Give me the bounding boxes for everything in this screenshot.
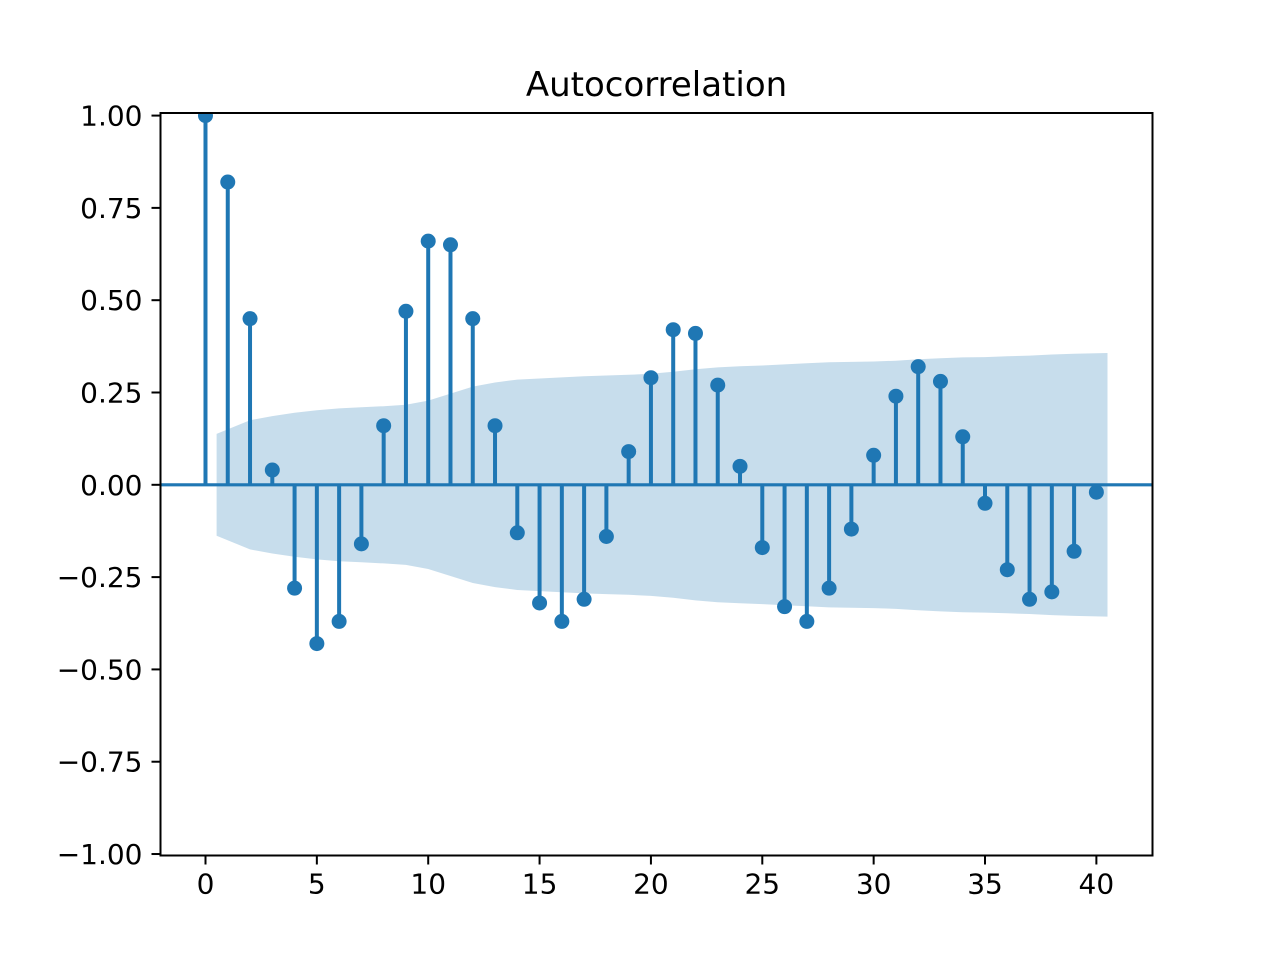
marker-lag-25 [754, 540, 770, 556]
marker-lag-18 [598, 528, 614, 544]
marker-lag-22 [687, 325, 703, 341]
marker-lag-30 [866, 447, 882, 463]
marker-lag-2 [242, 311, 258, 327]
marker-lag-4 [287, 580, 303, 596]
marker-lag-9 [398, 303, 414, 319]
x-tick-label-30: 30 [856, 868, 892, 901]
y-tick-label-−0.50: −0.50 [57, 653, 143, 686]
marker-lag-31 [888, 388, 904, 404]
marker-lag-10 [420, 233, 436, 249]
marker-lag-19 [621, 444, 637, 460]
marker-lag-32 [910, 359, 926, 375]
marker-lag-39 [1066, 543, 1082, 559]
marker-lag-7 [353, 536, 369, 552]
x-tick-label-15: 15 [522, 868, 558, 901]
x-tick-label-40: 40 [1079, 868, 1115, 901]
stem-lines-group [203, 115, 1099, 644]
marker-lag-37 [1022, 591, 1038, 607]
marker-lag-3 [264, 462, 280, 478]
marker-lag-24 [732, 458, 748, 474]
chart-title: Autocorrelation [526, 65, 787, 105]
y-tick-label-−1.00: −1.00 [57, 838, 143, 871]
y-tick-label-0.75: 0.75 [80, 192, 142, 225]
marker-lag-27 [799, 613, 815, 629]
x-tick-labels: 0 5 10 15 20 25 30 35 40 [197, 868, 1115, 901]
marker-lag-34 [955, 429, 971, 445]
marker-lag-17 [576, 591, 592, 607]
y-tick-label-0.50: 0.50 [80, 284, 142, 317]
marker-lag-11 [442, 237, 458, 253]
marker-lag-6 [331, 613, 347, 629]
marker-lag-26 [777, 599, 793, 615]
marker-lag-33 [932, 373, 948, 389]
x-tick-label-25: 25 [744, 868, 780, 901]
axes-group [151, 112, 1154, 865]
y-tick-label-0.00: 0.00 [80, 469, 142, 502]
marker-lag-29 [843, 521, 859, 537]
marker-lag-14 [509, 525, 525, 541]
y-tick-labels: 1.00 0.75 0.50 0.25 0.00 −0.25 −0.50 −0.75 −1.00 [57, 100, 143, 871]
x-tick-label-20: 20 [633, 868, 669, 901]
x-tick-label-5: 5 [308, 868, 326, 901]
marker-lag-36 [999, 562, 1015, 578]
x-tick-label-0: 0 [197, 868, 215, 901]
marker-lag-20 [643, 370, 659, 386]
stem-markers-group [197, 113, 1104, 652]
marker-lag-1 [220, 174, 236, 190]
marker-lag-0 [197, 113, 213, 124]
y-tick-label-−0.75: −0.75 [57, 746, 143, 779]
y-tick-label-−0.25: −0.25 [57, 561, 143, 594]
marker-lag-5 [309, 636, 325, 652]
marker-lag-12 [465, 311, 481, 327]
x-tick-label-10: 10 [410, 868, 446, 901]
y-tick-label-1.00: 1.00 [80, 100, 142, 133]
marker-lag-21 [665, 322, 681, 338]
marker-lag-40 [1088, 484, 1104, 500]
marker-lag-16 [554, 613, 570, 629]
y-tick-label-0.25: 0.25 [80, 376, 142, 409]
marker-lag-35 [977, 495, 993, 511]
marker-lag-13 [487, 418, 503, 434]
marker-lag-28 [821, 580, 837, 596]
marker-lag-15 [532, 595, 548, 611]
marker-lag-8 [376, 418, 392, 434]
marker-lag-23 [710, 377, 726, 393]
marker-lag-38 [1044, 584, 1060, 600]
x-tick-label-35: 35 [967, 868, 1003, 901]
